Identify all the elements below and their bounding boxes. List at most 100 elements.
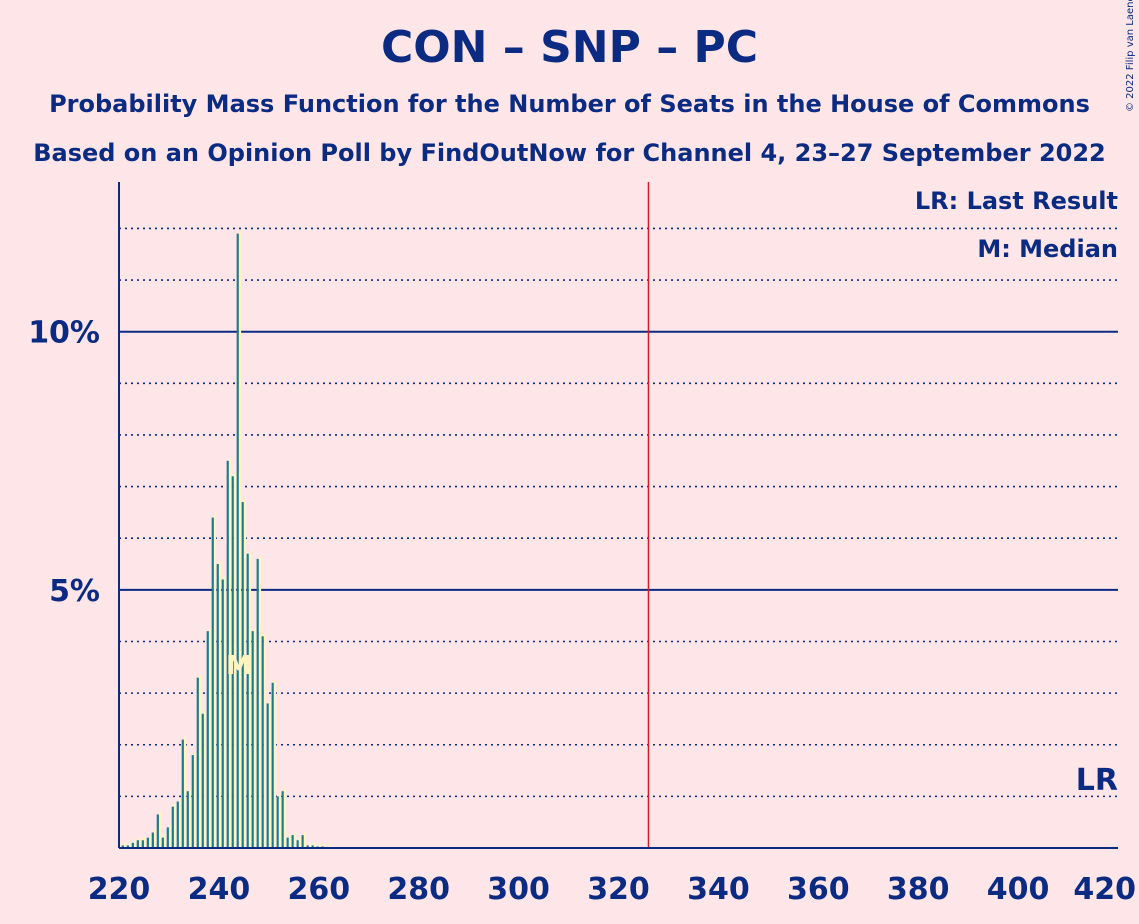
- bar-232: [176, 801, 179, 848]
- bar-252: [276, 796, 279, 848]
- x-tick-label: 400: [987, 872, 1050, 907]
- bar-229: [161, 837, 164, 848]
- chart-subtitle: Probability Mass Function for the Number…: [49, 90, 1090, 118]
- bar-highlight-231: [173, 803, 177, 848]
- bar-highlight-238: [208, 628, 212, 848]
- bar-235: [191, 755, 194, 848]
- bar-highlight-246: [248, 550, 252, 848]
- bar-255: [291, 835, 294, 848]
- bar-highlight-259: [313, 842, 317, 848]
- bar-highlight-261: [323, 843, 327, 848]
- bar-248: [256, 558, 259, 848]
- bar-highlight-229: [163, 834, 167, 848]
- x-tick-label: 320: [587, 872, 650, 907]
- last-result-marker: LR: [1076, 763, 1118, 798]
- tick-labels: LR 5% 10% 220 240 260 280 300 320 340 360 380 400 420: [28, 316, 1136, 907]
- bar-226: [146, 837, 149, 848]
- chart-subtitle-source: Based on an Opinion Poll by FindOutNow f…: [33, 139, 1106, 167]
- x-tick-label: 260: [287, 872, 350, 907]
- x-tick-label: 240: [188, 872, 251, 907]
- bar-223: [131, 842, 134, 848]
- bar-highlight-226: [148, 834, 152, 848]
- bar-245: [241, 502, 244, 848]
- bar-highlight-258: [308, 842, 312, 848]
- bar-249: [261, 636, 264, 848]
- bar-highlight-257: [303, 832, 307, 848]
- bar-highlight-230: [168, 824, 172, 848]
- legend-median: M: Median: [977, 235, 1118, 263]
- bar-highlight-221: [123, 842, 127, 848]
- x-tick-label: 420: [1073, 872, 1136, 907]
- x-tick-label: 360: [787, 872, 850, 907]
- bar-253: [281, 791, 284, 848]
- bar-highlight-252: [278, 793, 282, 848]
- bars: M: [121, 230, 332, 848]
- bar-highlight-239: [213, 514, 217, 848]
- median-marker: M: [226, 651, 252, 681]
- bar-250: [266, 703, 269, 848]
- x-tick-label: 220: [88, 872, 151, 907]
- legend-last-result: LR: Last Result: [915, 187, 1118, 215]
- bar-254: [286, 837, 289, 848]
- bar-highlight-262: [328, 843, 332, 848]
- bar-244: [236, 233, 239, 848]
- bar-highlight-222: [128, 842, 132, 848]
- bar-243: [231, 476, 234, 848]
- bar-highlight-233: [183, 736, 187, 848]
- bar-225: [141, 840, 144, 848]
- bar-highlight-260: [318, 843, 322, 848]
- bar-highlight-225: [143, 837, 147, 848]
- bar-241: [221, 579, 224, 848]
- bar-233: [181, 739, 184, 848]
- bar-highlight-249: [263, 633, 267, 848]
- bar-239: [211, 517, 214, 848]
- bar-highlight-250: [268, 700, 272, 848]
- gridlines: [119, 227, 1118, 798]
- bar-251: [271, 682, 274, 848]
- bar-highlight-245: [243, 499, 247, 848]
- y-tick-label: 5%: [49, 574, 100, 609]
- bar-234: [186, 791, 189, 848]
- bar-236: [196, 677, 199, 848]
- bar-highlight-251: [273, 679, 277, 848]
- y-tick-label: 10%: [28, 316, 100, 351]
- bar-230: [166, 827, 169, 848]
- bar-238: [206, 631, 209, 848]
- x-tick-label: 340: [687, 872, 750, 907]
- bar-highlight-240: [218, 561, 222, 848]
- bar-highlight-228: [158, 811, 162, 848]
- bar-highlight-234: [188, 788, 192, 848]
- bar-256: [296, 840, 299, 848]
- bar-258: [306, 845, 309, 848]
- axes: [118, 182, 1118, 849]
- bar-highlight-242: [228, 457, 232, 848]
- bar-highlight-232: [178, 798, 182, 848]
- bar-highlight-224: [138, 837, 142, 848]
- bar-highlight-253: [283, 788, 287, 848]
- bar-257: [301, 835, 304, 848]
- bar-highlight-248: [258, 555, 262, 848]
- bar-221: [121, 845, 124, 848]
- bar-246: [246, 553, 249, 848]
- bar-224: [136, 840, 139, 848]
- bar-240: [216, 564, 219, 848]
- bar-highlight-241: [223, 576, 227, 848]
- bar-227: [151, 832, 154, 848]
- x-tick-label: 380: [887, 872, 950, 907]
- bar-highlight-236: [198, 674, 202, 848]
- bar-highlight-223: [133, 839, 137, 848]
- x-tick-label: 300: [487, 872, 550, 907]
- bar-247: [251, 631, 254, 848]
- bar-242: [226, 460, 229, 848]
- bar-highlight-244: [238, 230, 242, 848]
- bar-highlight-256: [298, 837, 302, 848]
- bar-222: [126, 845, 129, 848]
- chart-title: CON – SNP – PC: [380, 22, 759, 73]
- bar-highlight-255: [293, 832, 297, 848]
- bar-231: [171, 806, 174, 848]
- bar-highlight-237: [203, 710, 207, 848]
- bar-highlight-254: [288, 834, 292, 848]
- bar-237: [201, 713, 204, 848]
- bar-highlight-227: [153, 829, 157, 848]
